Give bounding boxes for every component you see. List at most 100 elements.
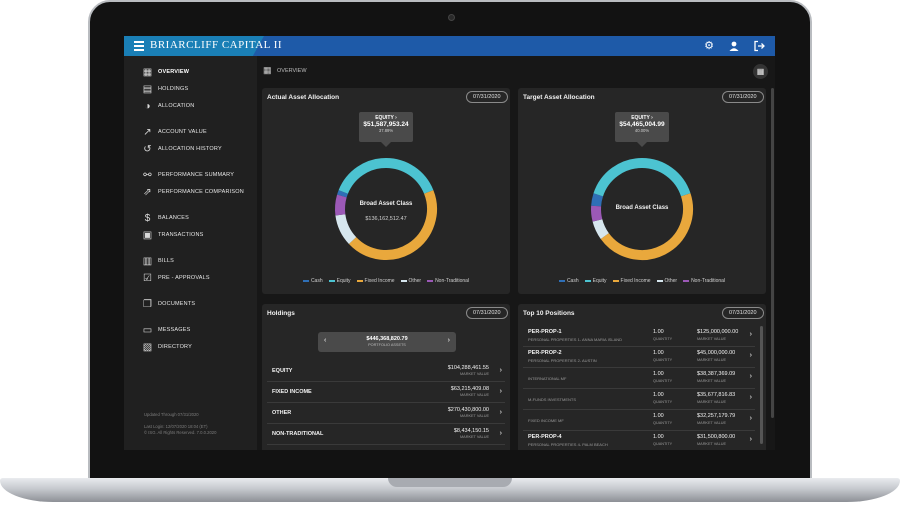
gear-icon[interactable]: ⚙ xyxy=(704,40,714,52)
legend-item: Cash xyxy=(302,278,323,284)
position-row[interactable]: PER-PROP-1 PERSONAL PROPERTIES 1- ANNA M… xyxy=(523,326,755,347)
breadcrumb: OVERVIEW xyxy=(277,68,307,74)
sidebar-item-transactions[interactable]: ▣ TRANSACTIONS xyxy=(142,229,204,241)
top-bar: BRIARCLIFF CAPITAL II ⚙ xyxy=(124,36,775,56)
legend-item: Cash xyxy=(558,278,579,284)
user-icon[interactable] xyxy=(728,40,740,52)
equity-callout[interactable]: EQUITY › $51,587,953.24 37.89% xyxy=(359,112,413,147)
portfolio-total: $446,368,820.79 xyxy=(366,336,408,342)
donut-segment-other[interactable] xyxy=(592,218,609,239)
sidebar-item-balances[interactable]: $ BALANCES xyxy=(142,212,189,224)
legend-item: Fixed Income xyxy=(356,278,395,284)
logout-icon[interactable] xyxy=(753,40,765,52)
grid-icon: ▦ xyxy=(263,65,272,75)
holdings-row[interactable]: EQUITY $104,288,461.55 MARKET VALUE › xyxy=(267,362,505,382)
donut-segment-equity[interactable] xyxy=(338,158,434,194)
sidebar-item-pre-approvals[interactable]: ☑ PRE - APPROVALS xyxy=(143,272,210,284)
chevron-left-icon[interactable]: ‹ xyxy=(324,337,327,344)
chevron-right-icon: › xyxy=(499,430,502,437)
donut-segment-cash[interactable] xyxy=(337,190,348,198)
transactions-icon: ▣ xyxy=(142,229,153,241)
target-allocation-donut[interactable] xyxy=(587,154,697,264)
card-title: Holdings xyxy=(267,310,295,317)
donut-segment-equity[interactable] xyxy=(593,158,691,197)
updated-through: Updated Through 07/31/2020 xyxy=(144,412,199,417)
legend-swatch xyxy=(302,280,309,282)
legend-swatch xyxy=(400,280,407,282)
position-row[interactable]: PER-PROP-2 PERSONAL PROPERTIES 2- AUSTIN… xyxy=(523,347,755,368)
date-selector[interactable]: 07/31/2020 xyxy=(722,91,764,103)
positions-scrollbar[interactable] xyxy=(760,326,763,444)
donut-segment-fixed-income[interactable] xyxy=(600,193,693,260)
legend-item: Fixed Income xyxy=(612,278,651,284)
legend-swatch xyxy=(584,280,591,282)
equity-callout[interactable]: EQUITY › $54,465,004.99 40.00% xyxy=(615,112,669,147)
date-selector[interactable]: 07/31/2020 xyxy=(722,307,764,319)
date-selector[interactable]: 07/31/2020 xyxy=(466,307,508,319)
holdings-icon: ▤ xyxy=(142,83,153,95)
trend-icon: ↗ xyxy=(143,126,152,138)
legend-item: Other xyxy=(656,278,677,284)
donut-segment-cash[interactable] xyxy=(591,193,604,207)
sidebar-item-documents[interactable]: ❐ DOCUMENTS xyxy=(143,298,196,310)
main-scrollbar[interactable] xyxy=(771,88,774,418)
actual-allocation-donut[interactable] xyxy=(331,154,441,264)
portfolio-total-label: PORTFOLIO ASSETS xyxy=(368,343,406,347)
sidebar-item-allocation-history[interactable]: ↺ ALLOCATION HISTORY xyxy=(143,143,222,155)
position-row[interactable]: INTERNATIONAL MF 1.00 QUANTITY $38,387,3… xyxy=(523,368,755,389)
chevron-right-icon: › xyxy=(499,409,502,416)
grid-icon: ▦ xyxy=(142,66,153,78)
pie-icon: ◑ xyxy=(144,100,151,112)
callout-label: EQUITY › xyxy=(631,115,653,121)
approvals-icon: ☑ xyxy=(143,272,152,284)
sidebar-item-overview[interactable]: ▦ OVERVIEW xyxy=(142,66,190,78)
donut-segment-fixed-income[interactable] xyxy=(348,190,437,260)
card-title: Top 10 Positions xyxy=(523,310,575,317)
callout-label: EQUITY › xyxy=(375,115,397,121)
donut-segment-non-traditional[interactable] xyxy=(591,205,603,222)
donut-center-title: Broad Asset Class xyxy=(359,201,413,207)
legend-swatch xyxy=(612,280,619,282)
documents-icon: ❐ xyxy=(143,298,152,310)
chevron-right-icon: › xyxy=(499,367,502,374)
holdings-row[interactable]: NON-TRADITIONAL $8,434,150.15 MARKET VAL… xyxy=(267,425,505,445)
position-row[interactable]: PER-PROP-4 PERSONAL PROPERTIES 4- PALM B… xyxy=(523,431,755,450)
camera-icon xyxy=(448,14,455,21)
top-positions-card: Top 10 Positions 07/31/2020 PER-PROP-1 P… xyxy=(518,304,766,450)
sidebar-item-account-value[interactable]: ↗ ACCOUNT VALUE xyxy=(143,126,207,138)
chart-legend: Cash Equity Fixed Income Other Non-Tradi… xyxy=(262,278,510,284)
sidebar-item-performance-summary[interactable]: ⚯ PERFORMANCE SUMMARY xyxy=(143,169,235,181)
main-content: ▦ OVERVIEW ▦ Actual Asset Allocation 07/… xyxy=(257,56,775,450)
comparison-icon: ⇗ xyxy=(143,186,152,198)
legend-swatch xyxy=(328,280,335,282)
sidebar-item-allocation[interactable]: ◑ ALLOCATION xyxy=(142,100,194,112)
position-row[interactable]: FIXED INCOME MF 1.00 QUANTITY $32,257,17… xyxy=(523,410,755,431)
callout-value: $54,465,004.99 xyxy=(619,121,665,128)
legend-item: Equity xyxy=(584,278,607,284)
donut-segment-other[interactable] xyxy=(335,214,357,245)
card-title: Actual Asset Allocation xyxy=(267,94,340,101)
dollar-icon: $ xyxy=(144,212,151,224)
history-icon: ↺ xyxy=(143,143,152,155)
date-selector[interactable]: 07/31/2020 xyxy=(466,91,508,103)
legend-swatch xyxy=(683,280,690,282)
portfolio-total-switcher: ‹ $446,368,820.79 PORTFOLIO ASSETS › xyxy=(318,332,456,352)
sidebar-item-messages[interactable]: ▭ MESSAGES xyxy=(142,324,191,336)
directory-icon: ▧ xyxy=(142,341,153,353)
sidebar-item-performance-comparison[interactable]: ⇗ PERFORMANCE COMPARISON xyxy=(143,186,244,198)
layout-button[interactable]: ▦ xyxy=(753,64,768,79)
copyright: © ISG. All Rights Reserved. 7.0.0.2020 xyxy=(144,430,217,435)
callout-percent: 37.89% xyxy=(378,128,394,133)
sidebar-item-directory[interactable]: ▧ DIRECTORY xyxy=(142,341,192,353)
holdings-row[interactable]: OTHER $270,430,800.00 MARKET VALUE › xyxy=(267,404,505,424)
brand-logo: BRIARCLIFF CAPITAL II xyxy=(150,39,283,51)
chevron-right-icon[interactable]: › xyxy=(447,337,450,344)
menu-icon[interactable] xyxy=(134,41,144,51)
sidebar-item-holdings[interactable]: ▤ HOLDINGS xyxy=(142,83,189,95)
legend-item: Equity xyxy=(328,278,351,284)
holdings-row[interactable]: FIXED INCOME $63,215,409.08 MARKET VALUE… xyxy=(267,383,505,403)
sidebar-item-bills[interactable]: ▥ BILLS xyxy=(142,255,174,267)
donut-segment-non-traditional[interactable] xyxy=(335,194,347,216)
legend-item: Other xyxy=(400,278,421,284)
position-row[interactable]: M-FUNDS INVESTMENTS 1.00 QUANTITY $35,67… xyxy=(523,389,755,410)
